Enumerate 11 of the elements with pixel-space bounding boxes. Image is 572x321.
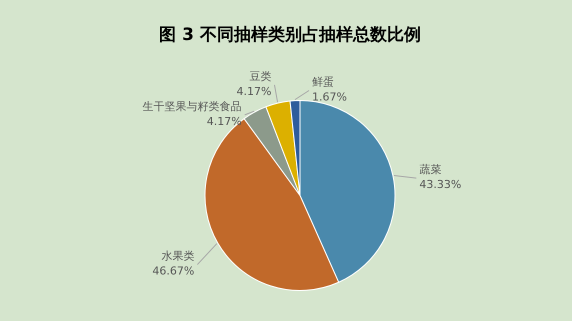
data-label: 46.67% — [152, 264, 194, 278]
data-label: 4.17% — [236, 84, 272, 98]
data-label: 4.17% — [206, 114, 242, 128]
slice-label: 鲜蛋 — [312, 76, 334, 88]
slice-label: 蔬菜 — [419, 163, 442, 176]
data-label: 1.67% — [312, 90, 347, 104]
chart-title: 图 3 不同抽样类别占抽样总数比例 — [159, 25, 421, 45]
slice-label: 水果类 — [161, 250, 194, 263]
slice-label: 生干坚果与籽类食品 — [142, 100, 242, 113]
data-label: 43.33% — [419, 178, 462, 192]
slice-label: 豆类 — [249, 70, 272, 83]
